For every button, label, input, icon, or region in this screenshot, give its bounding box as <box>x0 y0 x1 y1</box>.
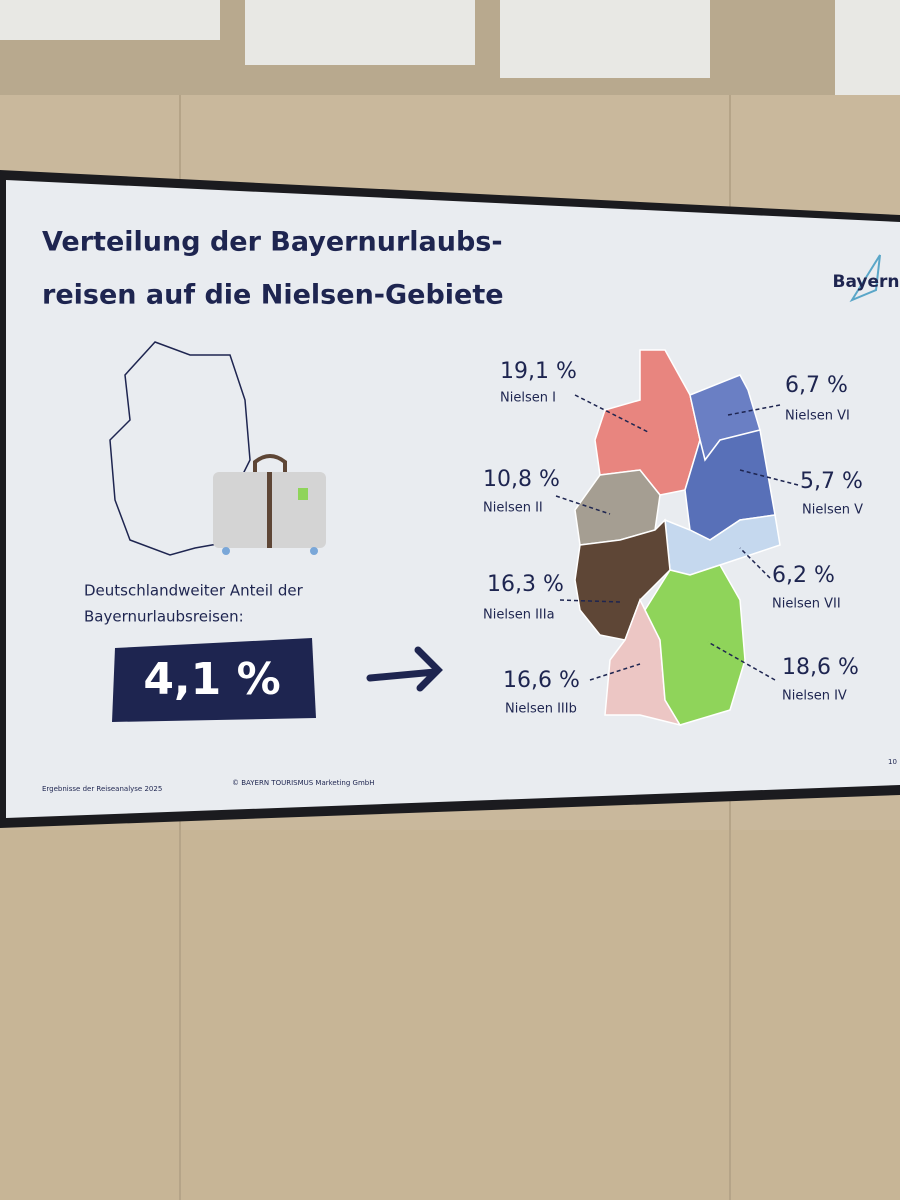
region-name: Nielsen VI <box>785 409 850 424</box>
region-name: Nielsen II <box>483 501 543 516</box>
leader-line <box>727 404 781 416</box>
logo: Bayern <box>832 272 899 292</box>
germany-outline <box>109 341 251 556</box>
leader-line <box>589 663 641 681</box>
share-badge <box>112 638 316 722</box>
region-value: 6,7 % <box>785 373 848 398</box>
footer: Ergebnisse der Reiseanalyse 2025 <box>42 785 162 793</box>
leader-line <box>559 599 621 603</box>
share-text: Deutschlandweiter Anteil der <box>84 582 304 600</box>
share-text: Bayernurlaubsreisen: <box>84 608 244 626</box>
region-name: Nielsen IIIa <box>483 608 555 623</box>
logo-mark <box>849 254 881 303</box>
title-line: reisen auf die Nielsen-Gebiete <box>42 280 504 311</box>
region-name: Nielsen I <box>500 391 556 406</box>
region-value: 19,1 % <box>500 359 577 384</box>
region-value: 18,6 % <box>782 655 859 680</box>
map: 19,1 % Nielsen I 6,7 % Nielsen VI 5,7 % Niels… <box>483 349 863 727</box>
region-name: Nielsen V <box>802 503 863 518</box>
footer: © BAYERN TOURISMUS Marketing GmbH <box>232 779 374 787</box>
leader-line <box>739 469 799 486</box>
region-value: 16,6 % <box>503 668 580 693</box>
region-value: 5,7 % <box>800 469 863 494</box>
region-name: Nielsen IIIb <box>505 702 577 717</box>
region-name: Nielsen VII <box>772 597 841 612</box>
region-value: 10,8 % <box>483 467 560 492</box>
share-value: 4,1 % <box>143 654 280 705</box>
leader-line <box>739 547 771 579</box>
region-value: 6,2 % <box>772 563 835 588</box>
page-number: 10 <box>888 758 897 766</box>
region-value: 16,3 % <box>487 572 564 597</box>
title-line: Verteilung der Bayernurlaubs- <box>42 227 503 258</box>
region-name: Nielsen IV <box>782 689 847 704</box>
arrow <box>366 646 443 692</box>
window-blinds <box>0 0 900 95</box>
suitcase <box>213 454 326 555</box>
region <box>644 564 746 726</box>
wall-lower <box>0 830 900 1200</box>
leader-line <box>707 641 776 681</box>
leader-line <box>555 495 611 515</box>
